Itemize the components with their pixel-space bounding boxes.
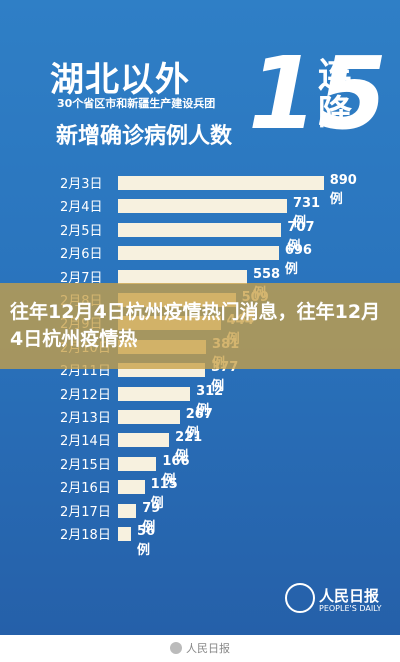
headline-sub: 30个省区市和新疆生产建设兵团 xyxy=(57,97,216,110)
value-label: 696例 xyxy=(284,243,312,278)
banner-title[interactable]: 往年12月4日杭州疫情热门消息，往年12月4日杭州疫情热 xyxy=(10,301,381,350)
headline-word: 连降 xyxy=(318,56,352,133)
value-label: 890例 xyxy=(329,173,357,207)
bar xyxy=(118,527,131,541)
value-label: 56例 xyxy=(136,524,156,558)
weibo-icon xyxy=(170,642,182,654)
bar xyxy=(118,410,180,424)
date-label: 2月18日 xyxy=(60,528,111,543)
bar xyxy=(118,199,287,214)
headline-number: 15 xyxy=(248,35,388,152)
date-label: 2月6日 xyxy=(60,247,103,263)
value-label: 221例 xyxy=(175,430,203,465)
date-label: 2月16日 xyxy=(60,481,111,497)
value-label: 79例 xyxy=(142,500,161,535)
value-label: 312例 xyxy=(196,383,224,418)
people-daily-logo-icon xyxy=(285,583,315,613)
logo-subtitle: PEOPLE'S DAILY xyxy=(319,604,382,613)
bar xyxy=(118,386,191,401)
value-label: 166例 xyxy=(162,453,190,488)
logo-name: 人民日报 xyxy=(319,587,380,605)
value-label: 707例 xyxy=(287,219,315,254)
date-label: 2月17日 xyxy=(60,504,111,520)
date-label: 2月14日 xyxy=(60,434,111,450)
bar xyxy=(118,433,170,448)
bar xyxy=(118,176,324,190)
title-banner: 往年12月4日杭州疫情热门消息，往年12月4日杭州疫情热 xyxy=(0,283,400,369)
headline-main: 湖北以外 xyxy=(50,60,190,100)
date-label: 2月13日 xyxy=(60,411,111,426)
date-label: 2月7日 xyxy=(60,270,103,286)
value-label: 731例 xyxy=(292,196,321,231)
value-label: 115例 xyxy=(150,477,178,512)
bar xyxy=(118,503,137,518)
bar xyxy=(118,456,157,471)
footer-text: 人民日报 xyxy=(186,642,230,655)
date-label: 2月15日 xyxy=(60,457,111,473)
bar xyxy=(118,222,282,237)
bar xyxy=(118,480,145,495)
date-label: 2月4日 xyxy=(60,200,103,216)
bar xyxy=(118,269,247,284)
date-label: 2月5日 xyxy=(60,223,103,239)
headline-third: 新增确诊病例人数 xyxy=(56,124,233,149)
date-label: 2月12日 xyxy=(60,387,111,403)
bar xyxy=(118,246,279,261)
date-label: 2月3日 xyxy=(60,177,103,192)
footer-source: 人民日报 xyxy=(0,640,400,656)
value-label: 267例 xyxy=(185,407,213,441)
